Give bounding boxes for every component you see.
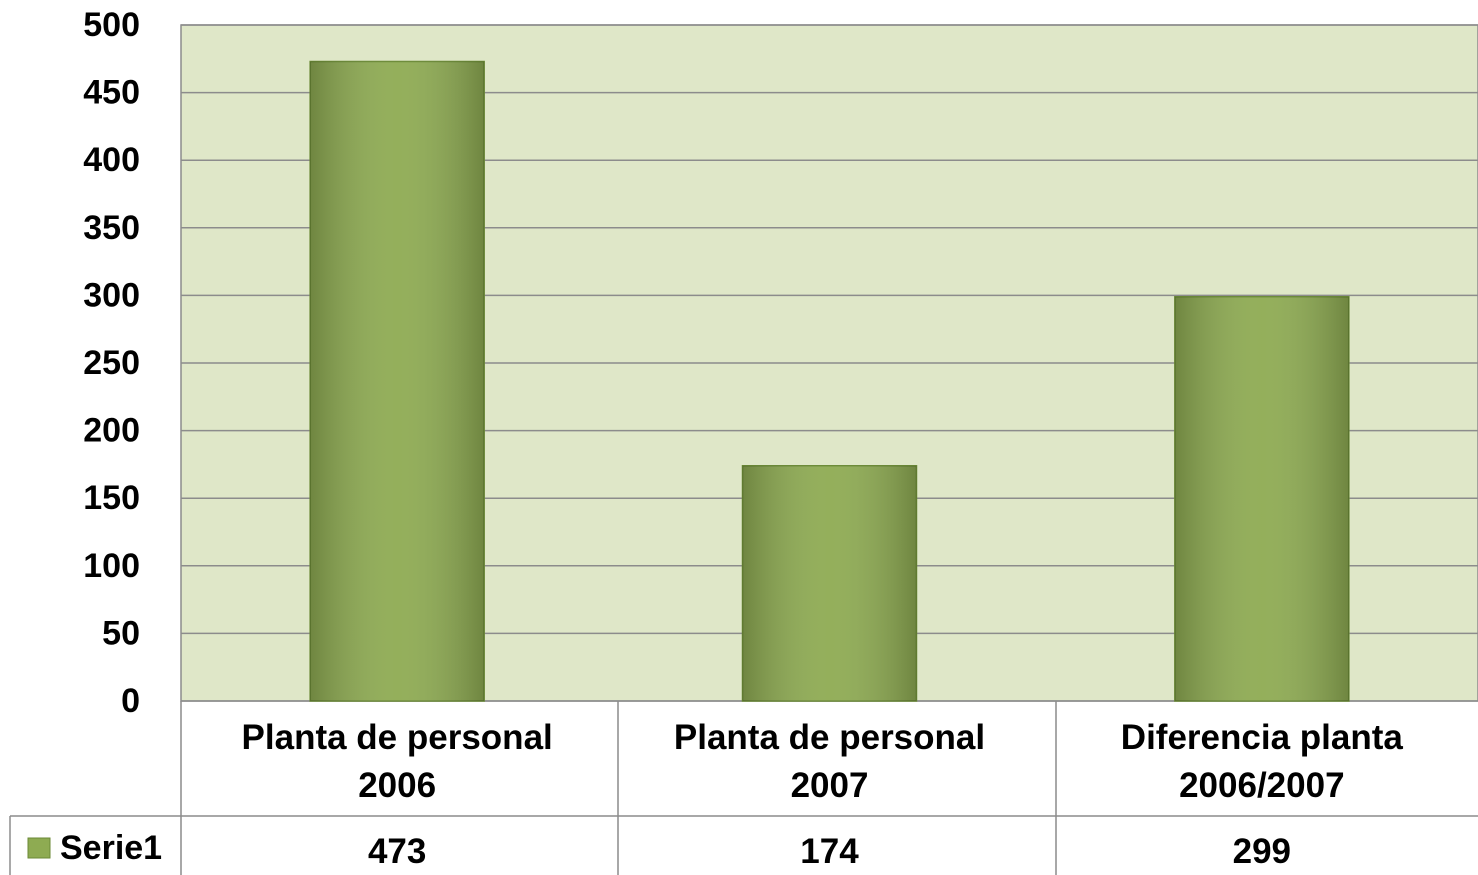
y-tick-label: 500 [83,6,140,44]
y-tick-label: 200 [83,412,140,450]
data-table-lines [9,701,1478,875]
y-tick-label: 50 [102,614,140,652]
bar [741,465,918,702]
y-tick-label: 100 [83,547,140,585]
category-label: Diferencia planta 2006/2007 [1120,718,1403,805]
y-tick-label: 400 [83,141,140,179]
y-tick-label: 0 [121,682,140,720]
data-table-value: 174 [800,832,859,871]
legend-key [27,837,51,859]
y-tick-label: 150 [83,479,140,517]
legend-label: Serie1 [60,829,162,867]
y-tick-label: 450 [83,74,140,112]
data-table-value: 473 [367,832,427,871]
bar [1174,296,1350,702]
y-tick-label: 350 [83,209,140,247]
y-tick-label: 300 [83,276,140,314]
y-tick-label: 250 [83,344,140,382]
data-table-value: 299 [1232,832,1292,871]
bar [309,60,485,702]
category-label: Planta de personal 2007 [673,718,986,805]
category-label: Planta de personal 2006 [241,718,553,805]
